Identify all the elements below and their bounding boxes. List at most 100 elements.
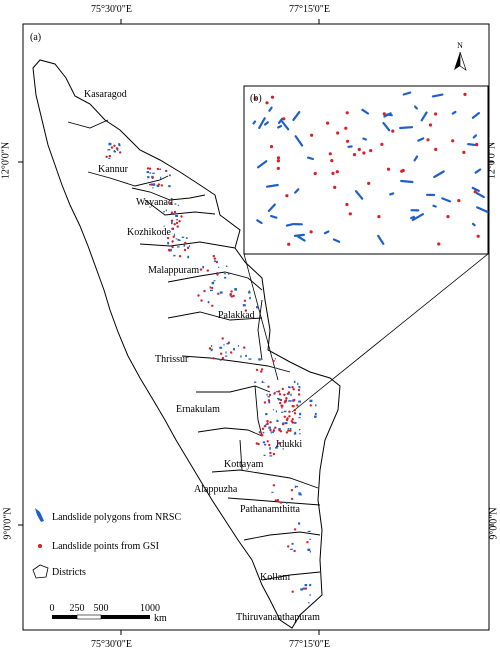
scale-tick-250: 250	[70, 603, 85, 614]
legend-polygons-label: Landslide polygons from NRSC	[52, 512, 181, 523]
landslide-polygon	[169, 250, 172, 252]
landslide-polygon	[288, 386, 290, 388]
landslide-point	[267, 399, 271, 402]
landslide-point	[283, 393, 286, 396]
landslide-polygon	[383, 112, 392, 118]
landslide-point	[362, 151, 366, 155]
landslide-polygon	[248, 291, 251, 294]
landslide-polygon	[267, 396, 271, 398]
landslide-polygon	[219, 346, 223, 349]
landslide-polygon	[160, 176, 162, 180]
landslide-point	[473, 190, 477, 194]
landslide-polygon	[265, 413, 268, 416]
landslide-polygon	[315, 404, 317, 407]
landslide-polygon	[118, 144, 121, 147]
landslide-polygon	[176, 246, 180, 248]
landslide-polygon	[308, 602, 310, 604]
landslide-polygon	[207, 301, 210, 304]
landslide-point	[282, 117, 286, 121]
landslide-polygon	[240, 355, 242, 358]
landslide-point	[348, 212, 352, 216]
landslide-polygon	[258, 117, 266, 130]
landslide-point	[165, 169, 168, 173]
landslide-polygon	[420, 111, 428, 122]
landslide-point	[212, 254, 215, 258]
landslide-point	[266, 422, 269, 425]
landslide-point	[266, 440, 269, 443]
landslide-polygon	[202, 265, 205, 269]
graticule-ticks	[18, 19, 494, 635]
coord-top-left: 75°30'0"E	[91, 4, 132, 15]
landslide-point	[288, 415, 291, 418]
landslide-point	[437, 242, 441, 246]
landslide-polygon	[264, 121, 269, 126]
map-landslide-points	[105, 144, 312, 593]
landslide-polygon	[294, 421, 297, 424]
landslide-point	[289, 429, 292, 432]
landslide-polygon	[414, 105, 418, 110]
landslide-point	[255, 442, 258, 445]
landslide-polygon	[314, 412, 317, 416]
landslide-point	[206, 269, 209, 272]
landslide-point	[328, 152, 332, 156]
landslide-point	[462, 150, 466, 154]
landslide-polygon	[183, 244, 186, 247]
landslide-point	[475, 142, 479, 147]
landslide-polygon	[165, 209, 167, 212]
landslide-polygon	[173, 233, 175, 236]
landslide-polygon	[258, 358, 261, 361]
landslide-polygon	[149, 172, 152, 174]
landslide-polygon	[252, 120, 257, 125]
landslide-polygon	[266, 393, 268, 396]
landslide-point	[269, 145, 274, 149]
legend-point-swatch	[38, 544, 42, 548]
landslide-point	[253, 96, 257, 101]
landslide-polygon	[116, 148, 119, 151]
landslide-point	[113, 144, 116, 147]
landslide-polygon	[264, 443, 267, 446]
landslide-point	[230, 351, 233, 354]
landslide-point	[290, 497, 294, 501]
landslide-point	[293, 412, 297, 415]
landslide-point	[208, 347, 212, 350]
district-label-malappuram: Malappuram	[148, 265, 199, 276]
landslide-polygon	[175, 215, 178, 217]
landslide-point	[345, 202, 349, 207]
landslide-point	[151, 176, 154, 179]
landslide-polygon	[262, 431, 265, 434]
landslide-point	[199, 268, 203, 271]
landslide-point	[285, 194, 289, 198]
landslide-polygon	[354, 190, 364, 200]
landslide-polygon	[113, 150, 116, 153]
coord-top-right: 77°15'0"E	[289, 4, 330, 15]
landslide-polygon	[224, 276, 227, 279]
landslide-polygon	[277, 124, 283, 129]
landslide-point	[291, 590, 294, 593]
north-arrow-icon: N	[454, 41, 467, 71]
landslide-polygon	[223, 343, 225, 346]
landslide-polygon	[275, 447, 278, 449]
landslide-polygon	[286, 393, 290, 395]
landslide-point	[175, 221, 179, 225]
legend-polygon-swatch	[35, 508, 44, 522]
landslide-point	[290, 489, 294, 492]
landslide-polygon	[170, 248, 172, 251]
landslide-point	[220, 352, 223, 355]
landslide-point	[293, 549, 296, 553]
landslide-point	[264, 424, 267, 428]
landslide-polygon	[309, 593, 311, 597]
landslide-point	[297, 393, 301, 396]
landslide-point	[280, 404, 283, 407]
landslide-polygon	[185, 237, 188, 239]
landslide-polygon	[248, 290, 250, 292]
landslide-polygon	[293, 433, 297, 435]
landslide-polygon	[476, 206, 489, 213]
landslide-point	[296, 404, 299, 407]
landslide-polygon	[187, 255, 190, 259]
landslide-polygon	[152, 187, 154, 189]
landslide-point	[457, 199, 461, 203]
landslide-polygon	[152, 172, 155, 174]
landslide-polygon	[290, 393, 292, 396]
landslide-point	[310, 133, 314, 137]
landslide-point	[451, 139, 455, 143]
